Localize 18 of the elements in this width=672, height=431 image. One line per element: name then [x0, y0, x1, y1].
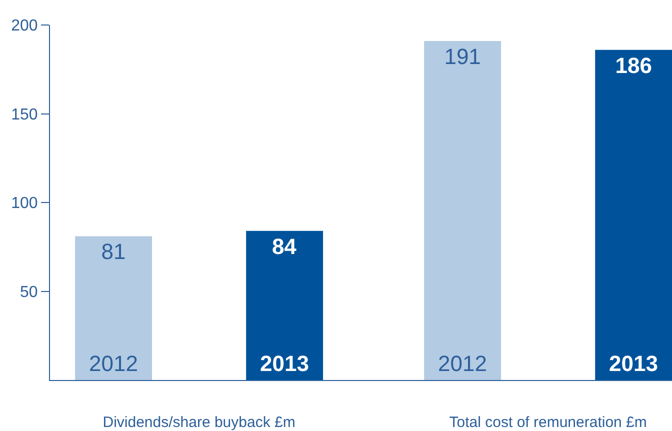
y-tick-label: 150 [11, 106, 38, 124]
text: 2013 [609, 351, 658, 376]
y-tick-label: 200 [11, 18, 38, 35]
bar [75, 236, 152, 380]
y-tick-label: 50 [20, 284, 38, 301]
bar [246, 230, 324, 380]
data-label: 191 [444, 44, 481, 69]
series-label: 2012 [89, 351, 138, 376]
series-label: 2013 [260, 351, 309, 376]
x-tick-label: Dividends/share buyback £m [102, 414, 296, 431]
bar [424, 40, 502, 380]
data-label: 81 [101, 239, 126, 264]
x-tick-label: Total cost of remuneration £m [449, 414, 647, 431]
data-label: 186 [615, 52, 652, 78]
text: 2012 [438, 351, 487, 376]
data-label: 84 [272, 234, 298, 259]
y-tick-label: 100 [11, 195, 38, 212]
bar [595, 50, 672, 380]
